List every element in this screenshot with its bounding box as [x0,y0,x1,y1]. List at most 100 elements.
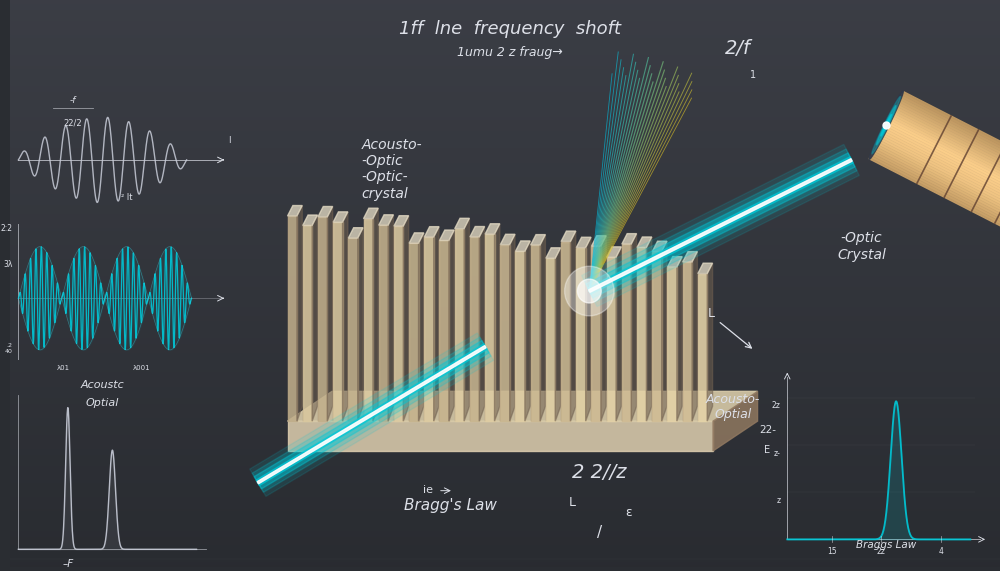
Bar [10,509,1000,513]
Bar [10,246,1000,250]
Bar [10,226,1000,230]
Bar [10,283,1000,287]
Bar [10,104,1000,108]
Polygon shape [662,241,667,421]
Bar [10,10,1000,14]
Polygon shape [882,132,1000,204]
Bar [10,263,1000,267]
Bar [10,254,1000,258]
Bar [10,229,1000,232]
Polygon shape [464,218,469,421]
Text: 2z: 2z [877,547,886,556]
Text: 4: 4 [938,547,943,556]
Polygon shape [878,139,1000,211]
Polygon shape [637,237,652,247]
Bar [10,53,1000,57]
Polygon shape [622,244,631,421]
Polygon shape [531,245,540,421]
Bar [10,339,1000,343]
Bar [10,95,1000,99]
Bar [10,359,1000,363]
Polygon shape [288,216,297,421]
Bar [10,311,1000,315]
Bar [10,73,1000,77]
Polygon shape [881,134,1000,206]
Polygon shape [297,206,302,421]
Text: 2/f: 2/f [725,39,751,58]
Bar [10,481,1000,485]
Bar [10,430,1000,434]
Bar [10,127,1000,130]
Polygon shape [891,114,1000,186]
Polygon shape [616,247,621,421]
Text: 1umu 2 z fraug→: 1umu 2 z fraug→ [457,46,563,59]
Bar [10,436,1000,440]
Bar [10,291,1000,295]
Bar [10,388,1000,391]
Text: ² lt: ² lt [121,193,133,202]
Polygon shape [692,252,697,421]
Polygon shape [327,207,333,421]
Circle shape [577,279,601,303]
Polygon shape [894,107,1000,179]
Polygon shape [333,222,343,421]
Bar [10,342,1000,346]
Bar [10,391,1000,394]
Polygon shape [546,248,561,258]
Bar [10,368,1000,372]
Text: E: E [764,445,771,455]
Text: 3λ: 3λ [3,260,12,269]
Polygon shape [333,212,348,222]
Bar [10,135,1000,139]
Text: 22/2: 22/2 [63,118,82,127]
Bar [10,444,1000,448]
Circle shape [565,266,614,316]
Bar [10,489,1000,493]
Polygon shape [892,112,1000,184]
Bar [10,407,1000,411]
Bar [10,62,1000,65]
Bar [10,331,1000,335]
Bar [10,27,1000,31]
Bar [10,112,1000,116]
Polygon shape [257,345,486,484]
Bar [10,419,1000,423]
Polygon shape [288,391,758,421]
Bar [10,373,1000,377]
Bar [10,121,1000,125]
Polygon shape [303,226,312,421]
Bar [10,180,1000,184]
Polygon shape [622,234,637,244]
Bar [10,552,1000,556]
Text: 2:2: 2:2 [0,224,12,234]
Bar [10,353,1000,357]
Bar [10,404,1000,408]
Bar [10,78,1000,82]
Bar [10,526,1000,530]
Bar [10,421,1000,425]
Bar [10,376,1000,380]
Polygon shape [470,227,485,237]
Text: λ001: λ001 [133,364,151,371]
Bar [10,558,1000,561]
Polygon shape [470,237,479,421]
Polygon shape [449,230,454,421]
Bar [10,316,1000,320]
Bar [10,149,1000,153]
Bar [10,365,1000,369]
Polygon shape [561,242,570,421]
Polygon shape [576,237,591,248]
Polygon shape [652,241,667,252]
Polygon shape [886,123,1000,195]
Bar [10,223,1000,227]
Bar [10,515,1000,519]
Polygon shape [434,227,439,421]
Bar [10,237,1000,241]
Bar [10,280,1000,284]
Bar [10,555,1000,558]
Bar [10,535,1000,539]
Text: L: L [708,307,715,320]
Polygon shape [698,263,713,274]
Bar [10,260,1000,264]
Polygon shape [485,234,495,421]
